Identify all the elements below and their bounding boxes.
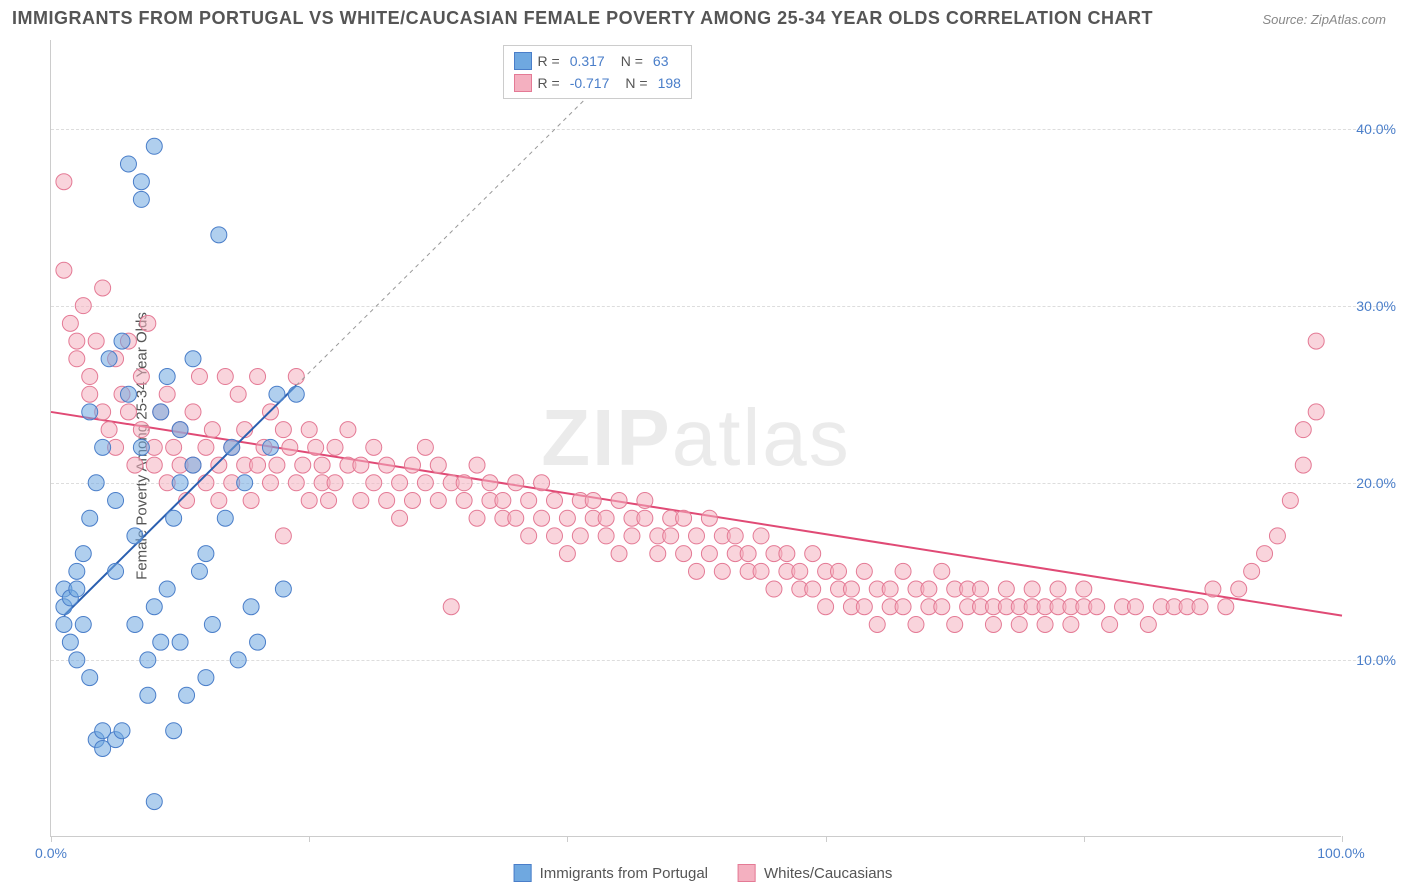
x-max-label: 100.0% (1317, 845, 1364, 861)
legend-item-2: Whites/Caucasians (738, 864, 892, 882)
legend-r-label-1: R = (538, 53, 560, 69)
legend-r-value-2: -0.717 (570, 75, 610, 91)
legend-swatch-2 (514, 74, 532, 92)
legend-item-1-swatch (514, 864, 532, 882)
y-tick-label: 30.0% (1356, 298, 1396, 314)
legend-swatch-1 (514, 52, 532, 70)
legend-r-label-2: R = (538, 75, 560, 91)
legend-item-2-swatch (738, 864, 756, 882)
scatter-plot (51, 40, 1341, 836)
legend-item-1-label: Immigrants from Portugal (540, 865, 708, 882)
legend-item-2-label: Whites/Caucasians (764, 865, 892, 882)
legend-n-label-1: N = (621, 53, 643, 69)
plot-area: ZIPatlas 10.0%20.0%30.0%40.0% R = 0.317 … (50, 40, 1341, 837)
legend-row-series-2: R = -0.717 N = 198 (514, 72, 681, 94)
legend-n-value-1: 63 (653, 53, 669, 69)
correlation-legend: R = 0.317 N = 63 R = -0.717 N = 198 (503, 45, 692, 99)
y-tick-label: 10.0% (1356, 652, 1396, 668)
y-tick-label: 40.0% (1356, 121, 1396, 137)
legend-n-value-2: 198 (658, 75, 681, 91)
legend-item-1: Immigrants from Portugal (514, 864, 708, 882)
source-attribution: Source: ZipAtlas.com (1262, 12, 1386, 27)
series-legend: Immigrants from Portugal Whites/Caucasia… (514, 864, 893, 882)
x-min-label: 0.0% (35, 845, 67, 861)
y-tick-label: 20.0% (1356, 475, 1396, 491)
legend-row-series-1: R = 0.317 N = 63 (514, 50, 681, 72)
legend-n-label-2: N = (625, 75, 647, 91)
legend-r-value-1: 0.317 (570, 53, 605, 69)
chart-title: IMMIGRANTS FROM PORTUGAL VS WHITE/CAUCAS… (12, 8, 1153, 29)
